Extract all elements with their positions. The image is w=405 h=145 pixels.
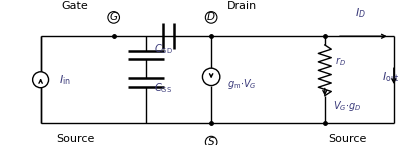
Text: Source: Source xyxy=(327,134,365,144)
Text: $C_{\rm GD}$: $C_{\rm GD}$ xyxy=(154,42,173,56)
Text: $I_{\rm out}$: $I_{\rm out}$ xyxy=(381,70,399,84)
Text: S: S xyxy=(207,137,214,145)
Text: $V_G{\cdot}g_D$: $V_G{\cdot}g_D$ xyxy=(332,99,360,113)
Text: Drain: Drain xyxy=(226,1,256,11)
Circle shape xyxy=(32,72,49,88)
Text: D: D xyxy=(207,12,215,22)
Text: $g_{\rm m}{\cdot}V_G$: $g_{\rm m}{\cdot}V_G$ xyxy=(227,77,256,91)
Circle shape xyxy=(202,68,219,86)
Text: $r_D$: $r_D$ xyxy=(334,55,345,68)
Circle shape xyxy=(108,12,119,23)
Text: $C_{\rm GS}$: $C_{\rm GS}$ xyxy=(154,81,172,95)
Text: $I_{\rm in}$: $I_{\rm in}$ xyxy=(59,73,70,87)
Text: Gate: Gate xyxy=(62,1,88,11)
Text: Source: Source xyxy=(56,134,94,144)
Circle shape xyxy=(205,12,216,23)
Text: $I_D$: $I_D$ xyxy=(354,6,365,20)
Circle shape xyxy=(205,136,216,145)
Text: G: G xyxy=(109,12,117,22)
